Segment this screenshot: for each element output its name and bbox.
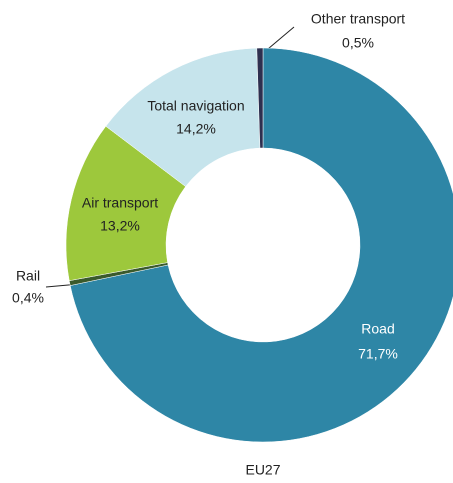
slice-value-label: 14,2% <box>176 121 216 137</box>
slice-value-label: 13,2% <box>100 218 140 234</box>
slice-label: Road <box>361 321 394 337</box>
donut-slice <box>256 47 264 149</box>
slice-label: Other transport <box>311 11 405 27</box>
donut-slice <box>69 47 453 443</box>
slice-label: Total navigation <box>147 98 244 114</box>
chart-subtitle: EU27 <box>245 462 280 478</box>
slice-value-label: 0,4% <box>12 290 44 306</box>
slice-value-label: 0,5% <box>342 35 374 51</box>
slice-value-label: 71,7% <box>358 346 398 362</box>
slice-label: Air transport <box>82 195 158 211</box>
slice-label: Rail <box>16 268 40 284</box>
donut-slice <box>105 47 261 187</box>
